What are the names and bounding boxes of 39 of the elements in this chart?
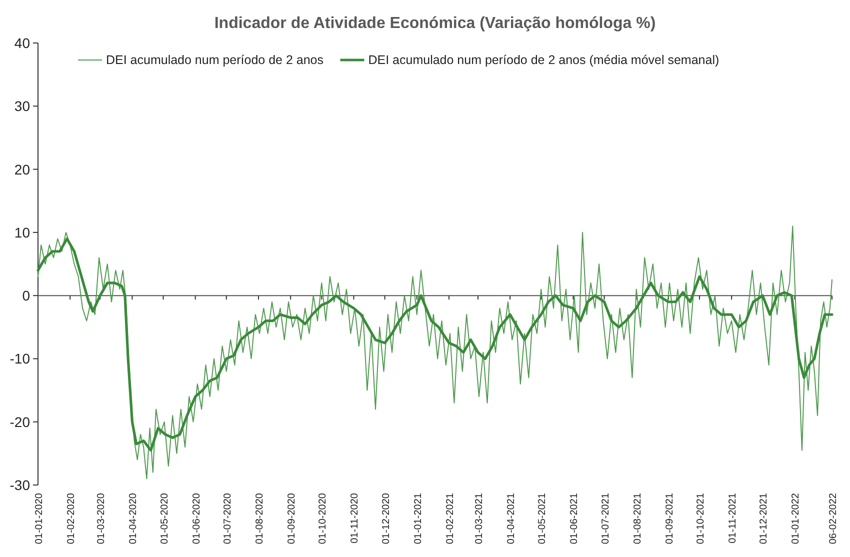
y-tick-label: -10 (10, 350, 30, 367)
x-tick-label: 01-03-2021 (474, 492, 485, 544)
line-series (36, 237, 834, 452)
x-tick-label: 01-06-2021 (569, 492, 580, 544)
x-tick-label: 01-12-2020 (380, 492, 392, 544)
x-tick-label: 01-07-2021 (600, 492, 612, 544)
x-tick-label: 01-10-2020 (318, 492, 329, 544)
y-tick-label: 40 (14, 35, 30, 51)
y-tick-label: 0 (22, 288, 30, 304)
x-tick-label: 01-01-2020 (34, 492, 45, 544)
y-tick-label: -30 (10, 477, 30, 493)
x-tick-label: 01-10-2021 (695, 492, 706, 544)
y-tick-label: 30 (14, 98, 30, 114)
legend-label: DEI acumulado num período de 2 anos (média móvel semanal) (368, 53, 720, 67)
x-tick-label: 06-02-2022 (828, 492, 839, 544)
line-series (38, 226, 832, 480)
x-tick-label: 01-05-2020 (159, 492, 170, 544)
x-tick-label: 01-04-2020 (128, 492, 140, 544)
x-tick-label: 01-01-2021 (412, 492, 424, 544)
x-tick-label: 01-08-2021 (632, 492, 644, 544)
x-tick-label: 01-02-2021 (444, 492, 456, 544)
x-tick-label: 01-04-2021 (506, 492, 518, 544)
x-tick-label: 01-03-2020 (96, 492, 108, 544)
y-tick-label: -20 (10, 414, 30, 430)
y-tick-label: 20 (14, 161, 30, 178)
x-tick-label: 01-11-2020 (350, 492, 361, 544)
x-tick-label: 01-11-2021 (728, 492, 739, 544)
x-tick-label: 01-08-2020 (254, 492, 266, 544)
legend-label: DEI acumulado num período de 2 anos (106, 53, 324, 67)
x-tick-label: 01-06-2020 (191, 492, 202, 544)
y-tick-label: 10 (14, 224, 30, 240)
x-tick-label: 01-01-2022 (790, 492, 802, 544)
x-tick-label: 01-02-2020 (66, 492, 78, 544)
x-tick-label: 01-05-2021 (537, 492, 548, 544)
x-tick-label: 01-09-2021 (664, 492, 676, 544)
x-tick-label: 01-12-2021 (758, 492, 770, 544)
chart-title: Indicador de Atividade Económica (Variação homóloga %) (214, 15, 656, 32)
x-tick-label: 01-09-2020 (286, 492, 298, 544)
x-tick-label: 01-07-2020 (222, 492, 234, 544)
